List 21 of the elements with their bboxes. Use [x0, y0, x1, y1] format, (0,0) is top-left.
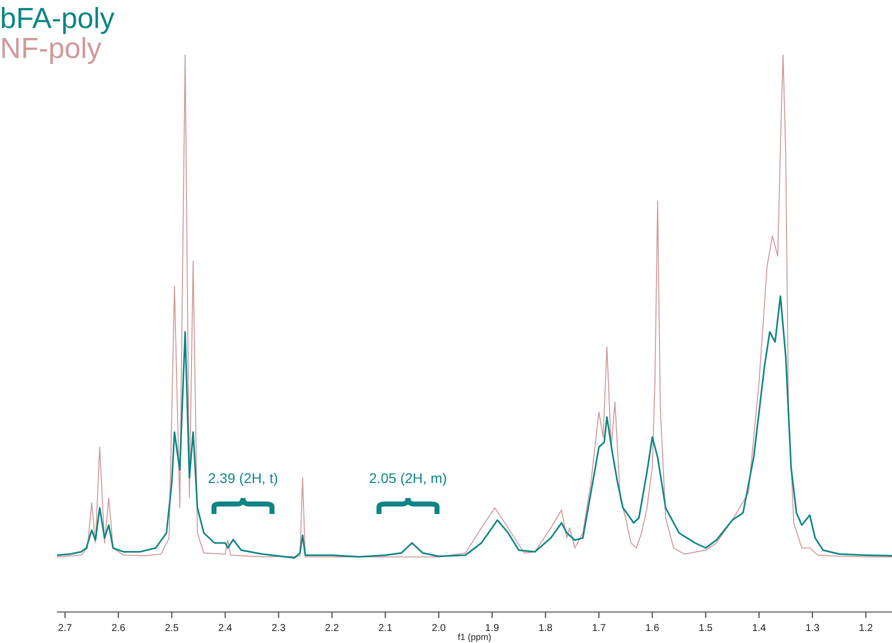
x-tick-label: 2.7: [58, 623, 72, 634]
x-tick-label: 1.9: [485, 623, 500, 634]
x-tick-label: 1.2: [858, 623, 874, 634]
x-tick-label: 1.8: [538, 623, 553, 634]
text: bFA-poly: [0, 3, 115, 35]
text: NF-poly: [0, 33, 102, 65]
x-tick-label: 2.4: [218, 623, 233, 634]
x-tick-label: 1.6: [645, 623, 660, 634]
x-tick-label: 2.5: [164, 623, 180, 634]
x-axis-title: f1 (ppm): [458, 632, 492, 642]
x-tick-label: 2.6: [111, 623, 126, 634]
annotation: 2.05 (2H, m): [369, 470, 447, 486]
x-tick-label: 2.1: [378, 623, 393, 634]
x-tick-label: 1.5: [698, 623, 714, 634]
x-tick-label: 1.4: [752, 623, 766, 634]
annotation: 2.39 (2H, t): [208, 470, 278, 486]
x-tick-label: 2.0: [432, 623, 446, 634]
x-tick-label: 1.7: [592, 623, 606, 634]
x-tick-label: 2.3: [272, 623, 286, 634]
x-tick-label: 1.3: [806, 623, 820, 634]
x-tick-label: 2.2: [325, 623, 340, 634]
